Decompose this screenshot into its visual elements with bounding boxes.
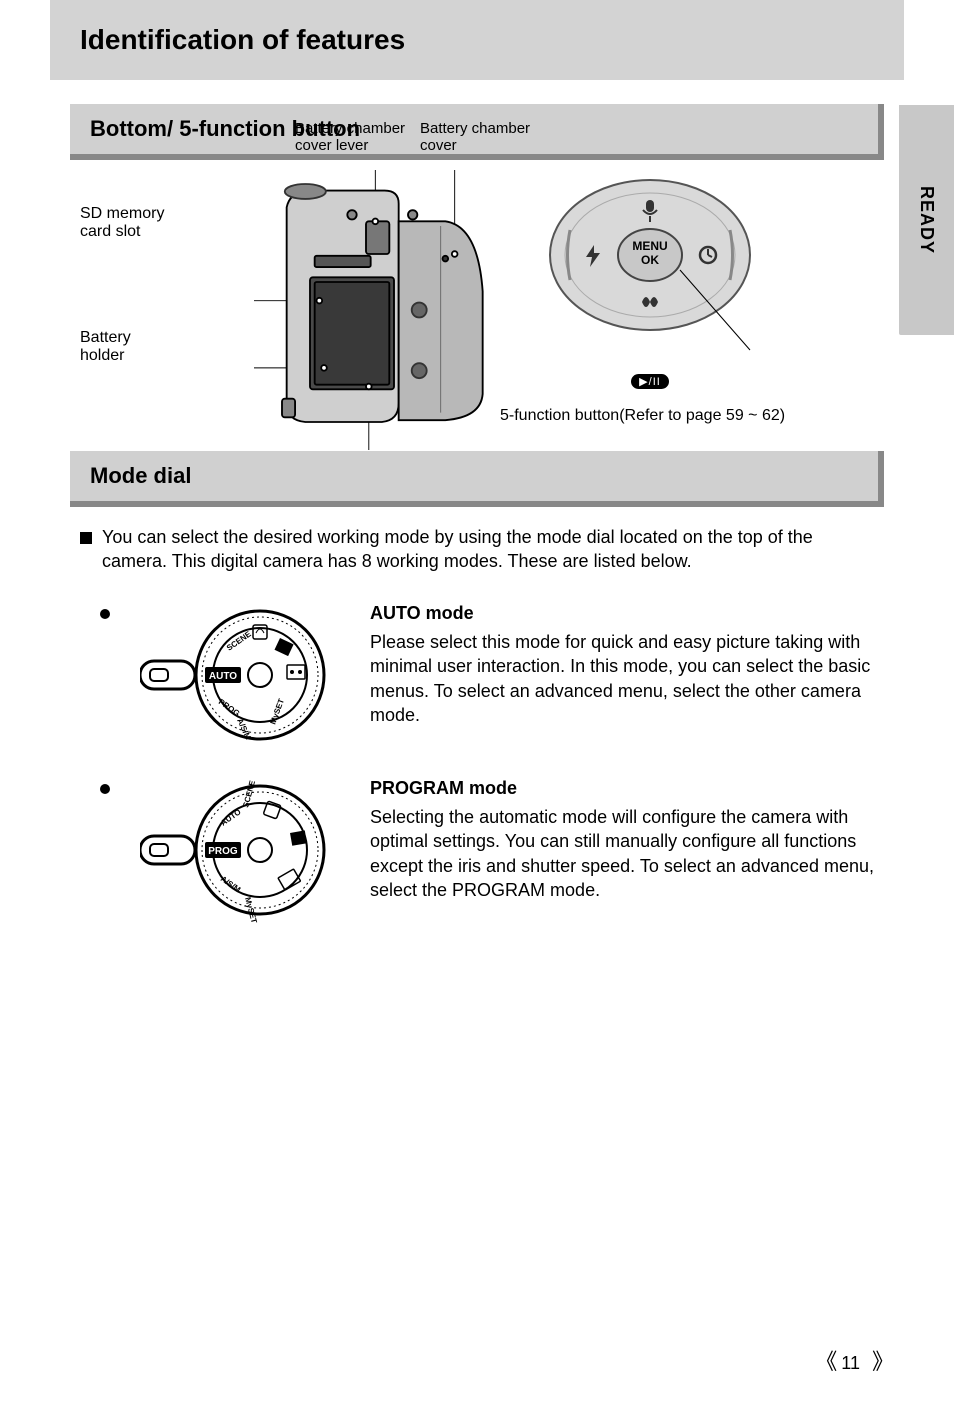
mode-desc-program: Selecting the automatic mode will config… [370, 805, 874, 902]
bullet-dot-icon [100, 784, 110, 794]
camera-labels-column: SD memory card slot Battery holder [80, 170, 220, 405]
bullet-dot-icon [100, 609, 110, 619]
page-title: Identification of features [80, 24, 405, 56]
page-title-bar: Identification of features [50, 0, 904, 80]
mode-dial-prog-illustration: PROG AUTO SCENE A/S/M MySET [140, 778, 340, 923]
svg-text:AUTO: AUTO [209, 671, 237, 682]
label-sd-slot: SD memory card slot [80, 205, 220, 241]
page-number: 11 [841, 1353, 860, 1373]
mode-desc-auto: Please select this mode for quick and ea… [370, 630, 874, 727]
label-battery-cover-lever: Battery chamber cover lever [295, 120, 405, 154]
label-five-function: 5-function button(Refer to page 59 ~ 62) [500, 405, 874, 427]
label-battery-cover: Battery chamber cover [420, 120, 530, 154]
page-bracket-right-icon: 》 [872, 1349, 894, 1374]
five-function-pad-illustration: MENU OK [540, 170, 760, 370]
bullet-square-icon [80, 532, 92, 544]
svg-text:MENU: MENU [632, 239, 667, 253]
mode-intro-text: You can select the desired working mode … [102, 525, 874, 574]
page-bracket-left-icon: 《 [815, 1349, 837, 1374]
page-footer: 《11 》 [815, 1344, 894, 1376]
svg-text:PROG: PROG [208, 846, 238, 857]
section-heading-mode: Mode dial [70, 451, 884, 507]
svg-text:OK: OK [641, 253, 659, 267]
side-tab-ready: READY [899, 105, 954, 335]
play-pause-icon: ▶/II [631, 374, 669, 389]
mode-title-program: PROGRAM mode [370, 778, 874, 799]
camera-bottom-illustration [250, 170, 510, 450]
mode-dial-auto-illustration: AUTO SCENE PROG A/S/M MySET [140, 603, 340, 748]
mode-title-auto: AUTO mode [370, 603, 874, 624]
label-battery-holder: Battery holder [80, 329, 220, 365]
